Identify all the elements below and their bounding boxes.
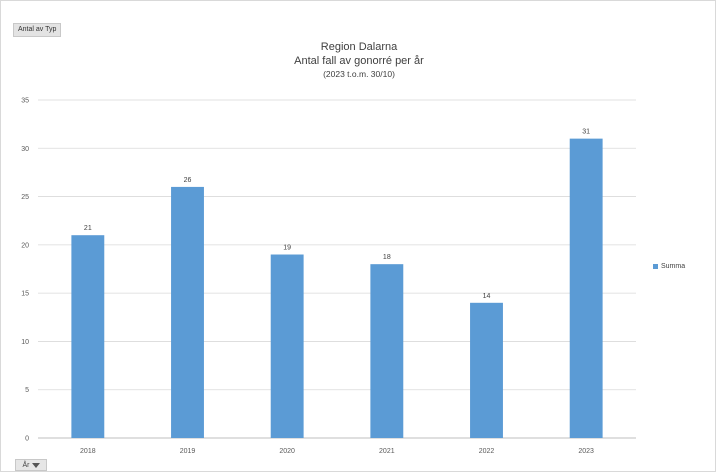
- bar-2023: [569, 138, 603, 438]
- data-label-2018: 21: [84, 225, 92, 232]
- chart-title-line2: Antal fall av gonorré per år: [294, 55, 424, 67]
- legend-swatch: [653, 264, 658, 269]
- filter-funnel-icon: [31, 462, 40, 468]
- data-label-2021: 18: [383, 254, 391, 261]
- y-tick-label: 25: [21, 194, 29, 201]
- bar-2019: [171, 186, 204, 438]
- x-tick-label-2021: 2021: [379, 448, 395, 455]
- chart-title-block: Region Dalarna Antal fall av gonorré per…: [0, 40, 718, 81]
- x-tick-label-2023: 2023: [578, 448, 594, 455]
- data-label-2019: 26: [184, 177, 192, 184]
- data-label-2023: 31: [582, 129, 590, 136]
- labels: 0 5 10 15 20 25 30 35 21 2018 26 2019 19 2020 18 2021 14…: [21, 98, 594, 456]
- bar-2021: [370, 264, 404, 438]
- data-label-2022: 14: [483, 293, 491, 300]
- legend: Summa: [653, 263, 685, 270]
- y-tick-label: 0: [25, 436, 29, 443]
- year-filter-button[interactable]: År: [15, 459, 47, 471]
- y-tick-label: 15: [21, 291, 29, 298]
- chart-title: Region Dalarna: [320, 41, 398, 53]
- chart-subtitle: (2023 t.o.m. 30/10): [323, 69, 395, 79]
- gridlines: [38, 99, 636, 391]
- bar-2018: [71, 235, 105, 438]
- x-tick-label-2020: 2020: [279, 448, 295, 455]
- bar-2020: [270, 254, 304, 438]
- x-tick-label-2019: 2019: [180, 448, 196, 455]
- bars: [71, 138, 603, 438]
- y-tick-label: 5: [25, 387, 29, 394]
- data-label-2020: 19: [283, 245, 291, 252]
- x-tick-label-2022: 2022: [479, 448, 495, 455]
- filter-button-label: År: [22, 461, 30, 469]
- field-button-antal-av-typ[interactable]: Antal av Typ: [13, 23, 62, 37]
- bar-2022: [470, 302, 503, 438]
- y-tick-label: 10: [21, 339, 29, 346]
- x-tick-label-2018: 2018: [80, 448, 96, 455]
- y-tick-label: 20: [21, 242, 29, 249]
- y-tick-label: 30: [21, 146, 29, 153]
- legend-label-summa: Summa: [661, 263, 686, 270]
- y-tick-label: 35: [21, 98, 29, 105]
